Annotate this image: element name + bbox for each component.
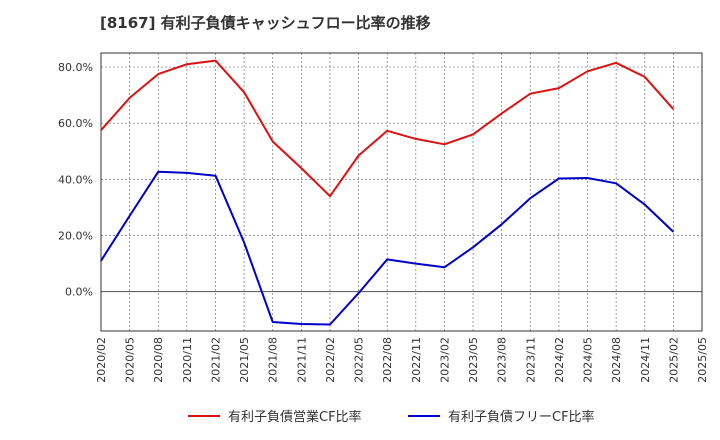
x-tick-label: 2025/02 xyxy=(667,337,680,383)
x-tick-label: 2023/08 xyxy=(496,337,509,383)
x-tick-label: 2023/02 xyxy=(438,337,451,383)
x-tick-label: 2022/02 xyxy=(324,337,337,383)
y-tick-label: 80.0% xyxy=(58,61,93,74)
y-tick-label: 20.0% xyxy=(58,230,93,243)
legend-label-1: 有利子負債営業CF比率 xyxy=(228,409,362,425)
x-tick-label: 2022/08 xyxy=(381,337,394,383)
x-tick-label: 2020/11 xyxy=(181,337,194,383)
y-tick-label: 60.0% xyxy=(58,117,93,130)
x-tick-label: 2023/11 xyxy=(524,337,537,383)
x-tick-label: 2025/05 xyxy=(696,337,709,383)
x-tick-label: 2021/08 xyxy=(267,337,280,383)
x-tick-label: 2022/05 xyxy=(353,337,366,383)
series-line-2 xyxy=(100,170,675,326)
x-tick-label: 2024/05 xyxy=(582,337,595,383)
x-tick-label: 2020/05 xyxy=(124,337,137,383)
x-tick-label: 2020/08 xyxy=(152,337,165,383)
x-tick-label: 2024/11 xyxy=(639,337,652,383)
x-tick-label: 2024/02 xyxy=(553,337,566,383)
y-tick-label: 0.0% xyxy=(65,286,93,299)
plot-frame xyxy=(100,52,703,332)
x-tick-label: 2021/11 xyxy=(295,337,308,383)
chart-title: [8167] 有利子負債キャッシュフロー比率の推移 xyxy=(100,14,431,32)
x-tick-label: 2022/11 xyxy=(410,337,423,383)
y-tick-label: 40.0% xyxy=(58,173,93,186)
x-tick-label: 2020/02 xyxy=(95,337,108,383)
x-tick-label: 2021/05 xyxy=(238,337,251,383)
legend-label-2: 有利子負債フリーCF比率 xyxy=(448,409,595,425)
x-tick-label: 2024/08 xyxy=(610,337,623,383)
x-tick-label: 2023/05 xyxy=(467,337,480,383)
x-tick-label: 2021/02 xyxy=(209,337,222,383)
series-line-1 xyxy=(100,59,675,198)
